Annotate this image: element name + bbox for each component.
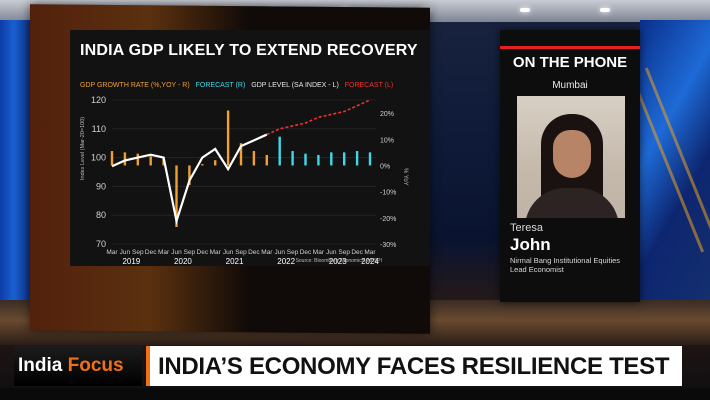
- x-tick-label: Mar: [158, 249, 170, 256]
- right-axis-label: % YoY: [402, 168, 408, 186]
- x-year-label: 2020: [174, 257, 192, 266]
- forecast-growth-bar: [368, 152, 372, 166]
- x-tick-label: Mar: [364, 249, 376, 256]
- guest-org: Nirmal Bang Institutional Equities: [510, 256, 621, 265]
- forecast-growth-bar: [317, 154, 320, 166]
- growth-bar: [226, 110, 230, 166]
- on-the-phone-panel: ON THE PHONE Mumbai Teresa John Nirmal B…: [500, 30, 640, 302]
- x-tick-label: Jun: [274, 249, 285, 256]
- left-tick-label: 120: [91, 95, 106, 105]
- x-year-label: 2021: [226, 257, 244, 266]
- right-tick-label: 20%: [380, 111, 394, 118]
- left-tick-label: 70: [96, 239, 106, 249]
- x-year-label: 2022: [277, 257, 295, 266]
- legend-gdp-level: GDP LEVEL (SA INDEX - L): [251, 82, 339, 89]
- right-tick-label: -10%: [380, 190, 396, 197]
- forecast-growth-bar: [330, 152, 333, 166]
- forecast-growth-bar: [304, 153, 307, 166]
- growth-bar: [252, 151, 256, 166]
- lower-third: India Focus INDIA’S ECONOMY FACES RESILI…: [14, 346, 682, 386]
- forecast-growth-bar: [291, 151, 294, 166]
- gdp-forecast-line: [266, 99, 371, 136]
- growth-bar: [201, 164, 204, 166]
- bottom-strip: [0, 388, 710, 400]
- growth-bar: [175, 165, 178, 227]
- panel-title: ON THE PHONE: [512, 54, 628, 71]
- x-tick-label: Dec: [300, 249, 312, 256]
- x-tick-label: Sep: [132, 249, 144, 256]
- forecast-growth-bar: [355, 151, 359, 166]
- x-year-label: 2019: [122, 257, 140, 266]
- growth-bar: [188, 165, 191, 186]
- left-tick-label: 80: [96, 210, 106, 220]
- x-tick-label: Dec: [351, 249, 363, 256]
- chart-title: INDIA GDP LIKELY TO EXTEND RECOVERY: [80, 42, 418, 59]
- legend-growth: GDP GROWTH RATE (%,YOY - R): [80, 82, 190, 89]
- growth-bar: [265, 154, 268, 166]
- x-tick-label: Mar: [106, 249, 118, 256]
- brand-word-focus: Focus: [67, 355, 124, 376]
- left-tick-label: 100: [91, 153, 106, 163]
- left-tick-label: 90: [96, 181, 106, 191]
- forecast-growth-bar: [278, 136, 281, 166]
- x-tick-label: Mar: [210, 249, 222, 256]
- guest-affiliation: Nirmal Bang Institutional Equities Lead …: [510, 256, 620, 274]
- x-tick-label: Dec: [248, 249, 260, 256]
- guest-photo: [517, 96, 625, 218]
- ceiling-light: [600, 8, 610, 12]
- x-tick-label: Sep: [287, 249, 299, 256]
- right-tick-label: -20%: [380, 216, 396, 223]
- show-logo: India Focus: [18, 355, 124, 377]
- x-tick-label: Mar: [313, 249, 325, 256]
- show-brand: India Focus: [14, 346, 142, 386]
- right-tick-label: -30%: [380, 242, 396, 249]
- right-video-wall: [618, 20, 710, 320]
- x-year-label: 2023: [329, 257, 347, 266]
- guest-city: Mumbai: [552, 80, 588, 91]
- legend-forecast-left: FORECAST (L): [344, 82, 394, 89]
- forecast-growth-bar: [343, 152, 346, 166]
- left-video-wall: [0, 20, 34, 320]
- growth-bar: [239, 143, 243, 166]
- left-axis-label: Index Level (Mar-20=100): [80, 117, 86, 180]
- headline-box: INDIA’S ECONOMY FACES RESILIENCE TEST: [146, 346, 682, 386]
- headline-text: INDIA’S ECONOMY FACES RESILIENCE TEST: [158, 353, 670, 380]
- guest-first-name: Teresa: [510, 222, 544, 234]
- growth-bar: [214, 160, 217, 166]
- growth-bar: [149, 156, 152, 166]
- x-tick-label: Dec: [145, 249, 157, 256]
- gdp-chart: 120 110 100 90 80 70 20% 10% 0% -10% -20% -30% Index…: [80, 95, 408, 266]
- x-tick-label: Jun: [120, 249, 131, 256]
- legend-forecast-right: FORECAST (R): [195, 82, 246, 89]
- chart-legend: GDP GROWTH RATE (%,YOY - R) FORECAST (R)…: [80, 82, 397, 94]
- guest-last-name: John: [510, 235, 551, 254]
- x-tick-label: Jun: [326, 249, 337, 256]
- x-tick-label: Jun: [223, 249, 234, 256]
- x-tick-label: Sep: [184, 249, 196, 256]
- right-tick-label: 0%: [380, 163, 390, 170]
- x-year-label: 2024: [361, 257, 379, 266]
- guest-shoulders: [525, 188, 619, 218]
- ceiling-light: [520, 8, 530, 12]
- growth-bar: [110, 151, 114, 166]
- chart-panel: INDIA GDP LIKELY TO EXTEND RECOVERY GDP …: [70, 30, 430, 266]
- right-tick-label: 10%: [380, 137, 394, 144]
- x-tick-label: Sep: [338, 249, 350, 256]
- guest-face: [553, 130, 591, 178]
- x-tick-label: Dec: [197, 249, 209, 256]
- left-tick-label: 110: [92, 124, 106, 134]
- panel-accent-bar: [500, 46, 640, 49]
- x-tick-label: Mar: [261, 249, 273, 256]
- guest-role: Lead Economist: [510, 265, 564, 274]
- gdp-level-line: [111, 133, 268, 226]
- x-tick-label: Sep: [235, 249, 247, 256]
- brand-word-india: India: [18, 355, 68, 376]
- x-tick-label: Jun: [171, 249, 182, 256]
- growth-bar: [136, 153, 139, 166]
- chart-source: Source: Bloomberg Economics, MoSPI: [296, 258, 382, 264]
- growth-bar: [123, 152, 127, 166]
